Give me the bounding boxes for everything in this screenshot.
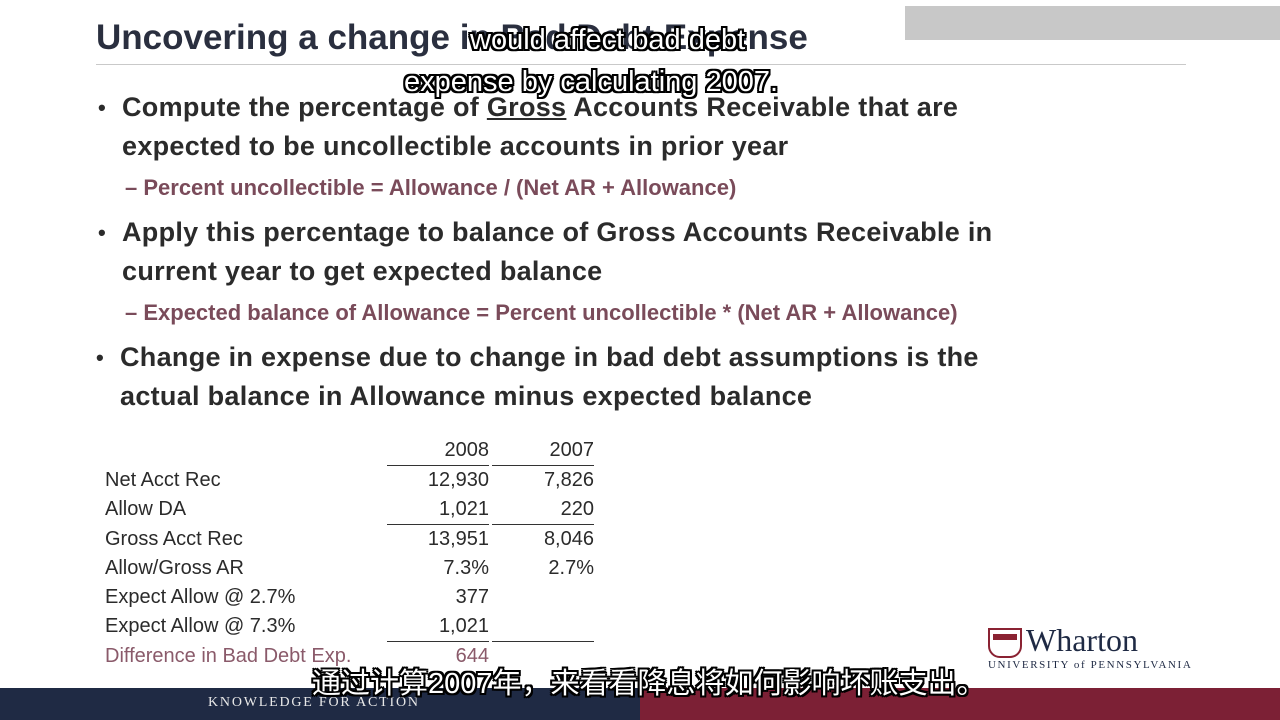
slide-title: Uncovering a change in Bad Debt Expense (96, 18, 808, 57)
value-2008: 13,951 (427, 528, 489, 550)
bullet-1-line-2: expected to be uncollectible accounts in… (122, 131, 789, 161)
logo-wordmark: Wharton (1026, 622, 1138, 658)
row-label: Expect Allow @ 2.7% (105, 586, 296, 608)
footer-band-right (640, 688, 1280, 720)
bullet-dot: • (96, 345, 105, 370)
value-2008: 377 (455, 586, 489, 608)
top-right-banner (905, 6, 1280, 40)
row-label: Allow/Gross AR (105, 557, 244, 579)
bullet-dot: • (98, 220, 107, 245)
bullet-1-subpoint: – Percent uncollectible = Allowance / (N… (125, 175, 737, 200)
row-label: Net Acct Rec (105, 468, 221, 491)
table-row: Gross Acct Rec 13,951 8,046 (100, 525, 594, 555)
value-2007: 2.7% (548, 557, 594, 579)
bullet-1-text-b: Accounts Receivable that are (566, 92, 959, 122)
bullet-2: • Apply this percentage to balance of Gr… (98, 213, 993, 252)
bullet-2-subpoint: – Expected balance of Allowance = Percen… (125, 300, 958, 325)
caption-english-line-2: expense by calculating 2007. (404, 66, 779, 98)
bad-debt-table: 2008 2007 Net Acct Rec 12,930 7,826 Allo… (100, 436, 594, 671)
table-row: Allow/Gross AR 7.3% 2.7% (100, 554, 594, 583)
value-2008: 7.3% (443, 557, 489, 579)
bullet-3-text: Change in expense due to change in bad d… (120, 342, 979, 372)
value-2007 (492, 583, 594, 612)
header-2007: 2007 (492, 436, 594, 466)
value-2008: 1,021 (387, 612, 489, 642)
bullet-2-line-2: current year to get expected balance (122, 256, 603, 286)
table-header-row: 2008 2007 (100, 436, 594, 466)
bullet-1: • Compute the percentage of Gross Accoun… (98, 88, 959, 127)
row-label: Gross Acct Rec (105, 527, 243, 550)
table-row: Expect Allow @ 7.3% 1,021 (100, 612, 594, 642)
bullet-3: • Change in expense due to change in bad… (96, 338, 979, 377)
bullet-1-underlined-word: Gross (486, 92, 567, 122)
table-row: Net Acct Rec 12,930 7,826 (100, 466, 594, 496)
title-divider (96, 64, 1186, 65)
value-2007 (492, 612, 594, 642)
table-row: Expect Allow @ 2.7% 377 (100, 583, 594, 612)
wharton-logo: Wharton UNIVERSITY of PENNSYLVANIA (988, 622, 1198, 674)
value-2007: 7,826 (543, 469, 594, 491)
value-2008: 644 (455, 645, 489, 667)
row-label: Difference in Bad Debt Exp. (105, 644, 352, 667)
row-label: Allow DA (105, 498, 187, 521)
value-2008: 12,930 (427, 469, 489, 491)
bullet-1-text-a: Compute the percentage of (122, 92, 487, 122)
footer-tagline: KNOWLEDGE FOR ACTION (208, 695, 420, 710)
value-2007: 8,046 (543, 528, 594, 550)
shield-icon (988, 628, 1022, 658)
bullet-dot: • (98, 95, 107, 120)
logo-subtitle: UNIVERSITY of PENNSYLVANIA (988, 659, 1193, 671)
value-2007: 220 (492, 495, 594, 525)
table-row: Allow DA 1,021 220 (100, 495, 594, 525)
caption-english-line-1: would affect bad debt (470, 24, 746, 56)
row-label: Expect Allow @ 7.3% (105, 615, 296, 638)
footer-band-left: KNOWLEDGE FOR ACTION (0, 688, 640, 720)
header-2008: 2008 (387, 436, 489, 466)
bullet-3-line-2: actual balance in Allowance minus expect… (120, 381, 813, 411)
table-row: Difference in Bad Debt Exp. 644 (100, 642, 594, 672)
bullet-2-text: Apply this percentage to balance of Gros… (122, 217, 993, 247)
caption-chinese: 通过计算2007年，来看看降息将如何影响坏账支出。 (312, 668, 986, 700)
value-2008: 1,021 (387, 495, 489, 525)
